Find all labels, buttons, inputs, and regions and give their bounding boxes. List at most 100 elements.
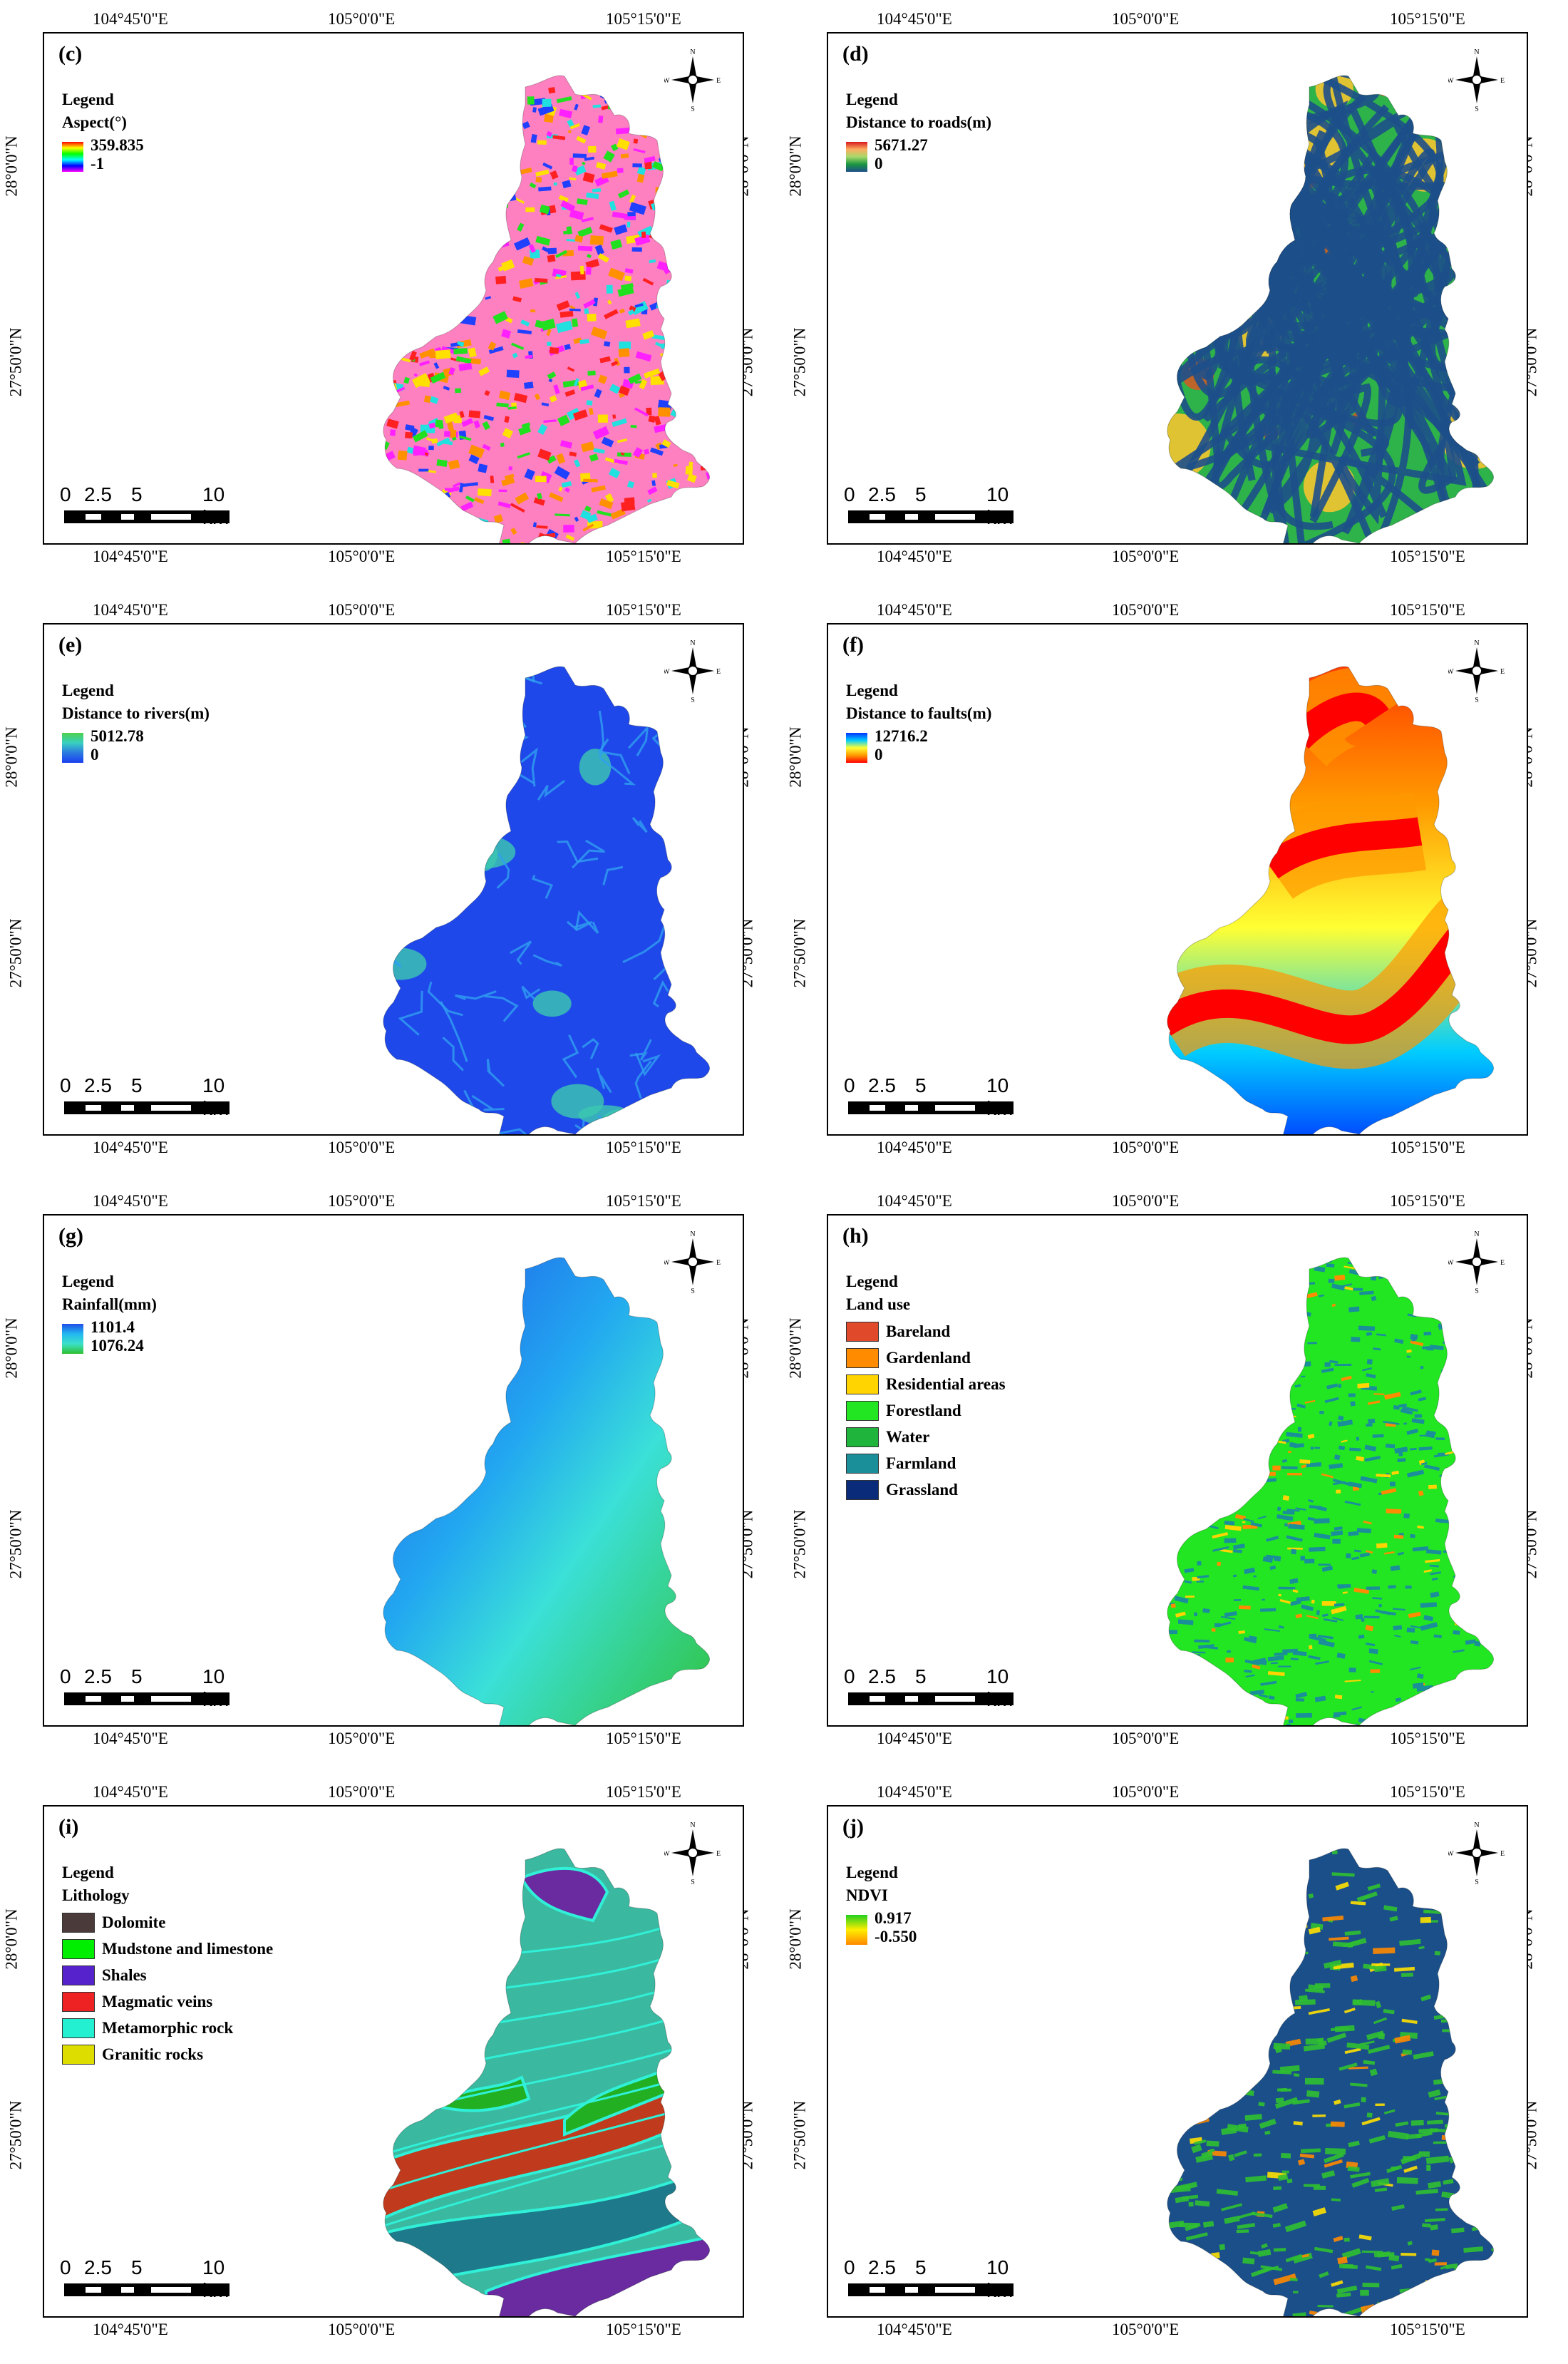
compass-w-label: W: [664, 668, 670, 676]
color-ramp-bar: [846, 733, 867, 763]
legend-class: Granitic rocks: [62, 2041, 273, 2067]
map-panel-c: 104°45'0"E 105°0'0"E 105°15'0"E 104°45'0"E 1…: [0, 0, 784, 591]
bottom-longitude-label: 104°45'0"E: [877, 1730, 952, 1747]
top-longitude-label: 105°15'0"E: [1390, 601, 1465, 619]
left-latitude-label: 28°0'0"N: [2, 1908, 21, 1970]
legend-ramp: 359.835 -1: [62, 136, 144, 173]
legend-swatch: [846, 1347, 879, 1368]
legend-swatch: [62, 1991, 95, 2012]
legend: Legend Rainfall(mm) 1101.4 1076.24: [62, 1273, 157, 1355]
compass-s-label: S: [691, 106, 695, 112]
map-raster: [1167, 1257, 1494, 1725]
compass-e-label: E: [716, 1259, 721, 1267]
legend: Legend Lithology Dolomite Mudstone and lime…: [62, 1864, 273, 2067]
legend-ramp: 5012.78 0: [62, 727, 210, 764]
legend-class-label: Water: [886, 1427, 930, 1446]
legend-max-value: 5671.27: [875, 136, 928, 154]
legend-class-label: Metamorphic rock: [102, 2018, 234, 2037]
map-raster: [383, 666, 710, 1134]
legend-class: Bareland: [846, 1318, 1006, 1345]
legend-class-label: Forestland: [886, 1401, 961, 1419]
top-longitude-label: 105°15'0"E: [606, 601, 681, 619]
compass-w-label: W: [1448, 1850, 1454, 1858]
compass-s-label: S: [691, 697, 695, 703]
scale-tick-label: 5: [131, 2256, 143, 2278]
legend-title: Legend: [846, 1864, 898, 1881]
map-panel-i: 104°45'0"E 105°0'0"E 105°15'0"E 104°45'0"E 1…: [0, 1773, 784, 2364]
compass-w-label: W: [1448, 668, 1454, 676]
legend-title: Legend: [846, 91, 898, 108]
left-latitude-label: 28°0'0"N: [2, 1317, 21, 1379]
panel-label: (d): [842, 42, 869, 66]
legend-swatch: [62, 1965, 95, 1985]
top-longitude-label: 104°45'0"E: [93, 1783, 168, 1801]
legend-title: Legend: [846, 682, 898, 699]
legend-class: Magmatic veins: [62, 1988, 273, 2015]
compass-s-label: S: [1475, 697, 1479, 703]
scale-tick-label: 5: [131, 1665, 143, 1687]
compass-n-label: N: [1474, 1821, 1479, 1829]
bottom-longitude-label: 105°0'0"E: [328, 548, 396, 565]
left-latitude-label: 28°0'0"N: [786, 1317, 805, 1379]
compass-n-label: N: [690, 48, 695, 56]
legend: Legend Distance to roads(m) 5671.27 0: [846, 91, 991, 173]
top-longitude-label: 104°45'0"E: [877, 10, 952, 28]
legend-class-label: Magmatic veins: [102, 1992, 213, 2010]
compass-s-label: S: [1475, 1288, 1479, 1294]
legend-class-label: Farmland: [886, 1454, 956, 1472]
north-arrow-icon: N S E W: [664, 1821, 721, 1885]
scale-tick-label: 5: [915, 483, 927, 505]
legend-layer-name: NDVI: [846, 1886, 888, 1904]
bottom-longitude-label: 104°45'0"E: [93, 1139, 168, 1156]
map-raster: [1167, 666, 1494, 1134]
bottom-longitude-label: 105°0'0"E: [1112, 1730, 1180, 1747]
left-latitude-label: 28°0'0"N: [2, 135, 21, 197]
legend-class: Residential areas: [846, 1371, 1006, 1397]
map-panel-j: 104°45'0"E 105°0'0"E 105°15'0"E 104°45'0"E 1…: [784, 1773, 1568, 2364]
top-longitude-label: 104°45'0"E: [877, 1783, 952, 1801]
legend-max-value: 0.917: [875, 1909, 912, 1927]
panel-label: (h): [842, 1224, 869, 1248]
scale-tick-label: 2.5: [84, 1665, 112, 1687]
north-arrow-icon: N S E W: [1448, 1821, 1505, 1885]
legend-min-value: 0: [875, 746, 883, 764]
scale-tick-label: 2.5: [868, 483, 896, 505]
bottom-longitude-label: 104°45'0"E: [93, 2321, 168, 2338]
scale-tick-label: 5: [131, 1074, 143, 1096]
legend-class-label: Residential areas: [886, 1374, 1006, 1393]
scale-tick-label: 0: [844, 483, 855, 505]
compass-w-label: W: [1448, 77, 1454, 85]
map-raster: [383, 1848, 710, 2316]
top-longitude-label: 105°0'0"E: [1112, 1192, 1180, 1210]
compass-s-label: S: [1475, 1879, 1479, 1885]
scale-tick-label: 2.5: [84, 1074, 112, 1096]
legend-min-value: 0: [875, 155, 883, 173]
scale-tick-label: 0: [60, 2256, 71, 2278]
left-latitude-label: 27°50'0"N: [790, 1509, 809, 1579]
scale-tick-label: 0: [60, 1665, 71, 1687]
legend-class: Forestland: [846, 1397, 1006, 1424]
left-latitude-label: 27°50'0"N: [6, 327, 25, 397]
bottom-longitude-label: 105°15'0"E: [606, 548, 681, 565]
scale-tick-label: 5: [915, 1074, 927, 1096]
left-latitude-label: 27°50'0"N: [6, 2100, 25, 2170]
top-longitude-label: 105°0'0"E: [328, 1783, 396, 1801]
left-latitude-label: 27°50'0"N: [790, 2100, 809, 2170]
top-longitude-label: 105°15'0"E: [1390, 1192, 1465, 1210]
legend-swatch: [846, 1400, 879, 1421]
compass-n-label: N: [690, 639, 695, 647]
top-longitude-label: 105°0'0"E: [328, 601, 396, 619]
compass-n-label: N: [690, 1230, 695, 1238]
panel-label: (i): [58, 1815, 79, 1839]
top-longitude-label: 105°0'0"E: [328, 10, 396, 28]
legend-title: Legend: [62, 1864, 114, 1881]
legend-layer-name: Distance to roads(m): [846, 113, 991, 131]
bottom-longitude-label: 105°15'0"E: [606, 1139, 681, 1156]
top-longitude-label: 105°0'0"E: [1112, 1783, 1180, 1801]
